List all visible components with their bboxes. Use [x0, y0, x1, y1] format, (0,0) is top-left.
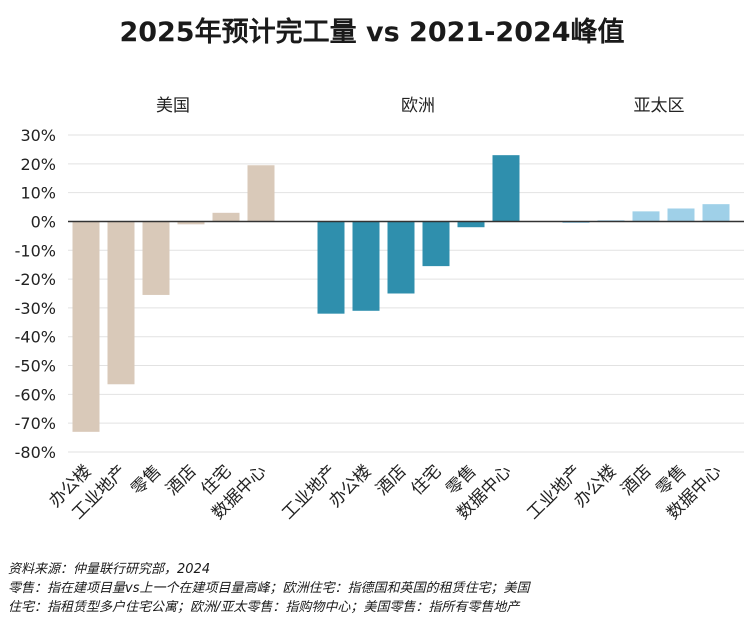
bar: [457, 221, 485, 228]
x-tick-label: 酒店: [372, 461, 410, 499]
bar-chart: 30% 20% 10% 0% -10% -20% -30% -40% -50% -60% -70% -…: [15, 96, 744, 524]
chart-title: 2025年预计完工量 vs 2021-2024峰值: [119, 17, 625, 48]
bar: [247, 165, 275, 222]
source-note: 资料来源：仲量联行研究部，2024: [8, 562, 211, 577]
footnote-line-2: 住宅：指租赁型多户住宅公寓；欧洲/亚太零售：指购物中心；美国零售：指所有零售地产: [8, 600, 520, 615]
bar: [352, 221, 380, 311]
group-header: 美国: [156, 96, 190, 116]
bar: [177, 221, 205, 225]
y-tick-label: 10%: [20, 184, 56, 203]
footnotes: 资料来源：仲量联行研究部，2024 零售：指在建项目量vs上一个在建项目量高峰；…: [8, 560, 738, 617]
y-tick-label: 0%: [31, 212, 56, 231]
bar: [632, 211, 660, 222]
x-tick-label: 零售: [127, 461, 165, 499]
group-header: 欧洲: [401, 96, 435, 116]
x-tick-label: 酒店: [617, 461, 655, 499]
bar: [142, 221, 170, 295]
y-tick-label: 30%: [20, 126, 56, 145]
y-tick-label: -60%: [15, 385, 56, 404]
y-tick-label: -10%: [15, 241, 56, 260]
footnote-line-1: 零售：指在建项目量vs上一个在建项目量高峰；欧洲住宅：指德国和英国的租赁住宅；美…: [8, 581, 530, 596]
y-tick-label: -40%: [15, 328, 56, 347]
bar: [212, 212, 240, 222]
bar: [317, 221, 345, 314]
y-tick-label: -20%: [15, 270, 56, 289]
bar: [387, 221, 415, 294]
x-tick-label: 住宅: [407, 461, 445, 499]
bar: [667, 208, 695, 222]
y-tick-label: -30%: [15, 299, 56, 318]
bar: [107, 221, 135, 385]
y-tick-label: -70%: [15, 414, 56, 433]
bar: [72, 221, 100, 432]
bar: [422, 221, 450, 267]
group-header: 亚太区: [634, 96, 685, 116]
bar: [492, 155, 520, 222]
y-tick-label: -50%: [15, 357, 56, 376]
x-tick-label: 酒店: [162, 461, 200, 499]
y-tick-label: -80%: [15, 443, 56, 462]
bar: [702, 204, 730, 222]
y-tick-label: 20%: [20, 155, 56, 174]
